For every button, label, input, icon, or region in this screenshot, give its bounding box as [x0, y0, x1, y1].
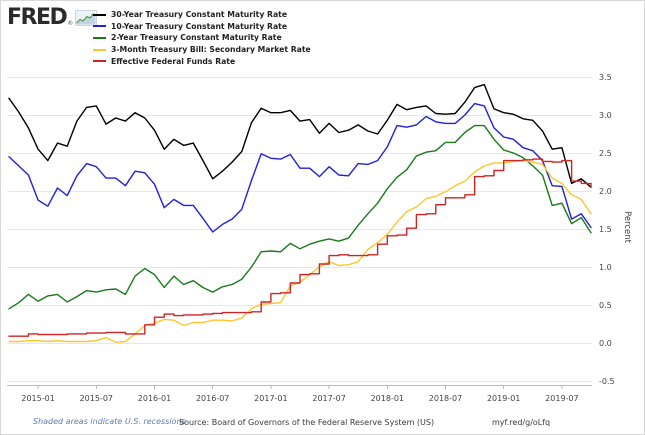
- legend-item-3-month: 3-Month Treasury Bill: Secondary Market …: [93, 44, 311, 56]
- x-tick-label: 2015-01: [21, 394, 54, 403]
- series-line-4: [8, 159, 592, 343]
- legend-swatch-effr: [93, 60, 106, 63]
- y-tick-label: 0.5: [599, 301, 612, 310]
- y-tick-label: 1.0: [599, 263, 612, 272]
- x-tick-label: 2017-07: [312, 394, 345, 403]
- y-tick-label: 3.0: [599, 111, 612, 120]
- fred-logo-text: FRED: [7, 5, 68, 30]
- y-tick-label: 1.5: [599, 225, 612, 234]
- registered-trademark-symbol: ®: [67, 20, 74, 27]
- legend-item-2-year: 2-Year Treasury Constant Maturity Rate: [93, 32, 311, 44]
- legend-swatch-30-year: [93, 13, 106, 16]
- x-tick-label: 2016-01: [138, 394, 171, 403]
- recession-shading-note-link[interactable]: Shaded areas indicate U.S. recessions: [33, 417, 186, 426]
- y-tick-label: 0.0: [599, 339, 612, 348]
- fred-logo: FRED ®: [7, 5, 98, 30]
- series-line-1: [8, 83, 592, 188]
- short-url: myf.red/g/oLfq: [492, 418, 551, 427]
- legend-swatch-3-month: [93, 48, 106, 51]
- legend-swatch-10-year: [93, 25, 106, 28]
- x-tick-label: 2018-07: [429, 394, 462, 403]
- legend-label-10-year: 10-Year Treasury Constant Maturity Rate: [111, 21, 288, 31]
- fred-logo-sparkline-icon: [75, 10, 98, 26]
- legend-item-10-year: 10-Year Treasury Constant Maturity Rate: [93, 21, 311, 33]
- x-tick-label: 2018-01: [371, 394, 404, 403]
- x-tick-label: 2019-01: [487, 394, 520, 403]
- y-tick-label: 2.0: [599, 187, 612, 196]
- legend-label-3-month: 3-Month Treasury Bill: Secondary Market …: [111, 45, 311, 55]
- legend-swatch-2-year: [93, 36, 106, 39]
- legend-label-2-year: 2-Year Treasury Constant Maturity Rate: [111, 33, 282, 43]
- series-line-5: [8, 158, 592, 337]
- y-tick-label: -0.5: [599, 377, 615, 386]
- x-tick-label: 2016-07: [196, 394, 229, 403]
- legend-item-30-year: 30-Year Treasury Constant Maturity Rate: [93, 9, 311, 21]
- chart-legend: 30-Year Treasury Constant Maturity Rate …: [93, 9, 311, 67]
- y-tick-label: 2.5: [599, 149, 612, 158]
- series-line-2: [8, 102, 592, 233]
- legend-label-effr: Effective Federal Funds Rate: [111, 56, 236, 66]
- x-tick-label: 2017-01: [254, 394, 287, 403]
- x-tick-label: 2015-07: [80, 394, 113, 403]
- y-axis-title: Percent: [622, 211, 632, 244]
- series-line-3: [8, 124, 592, 310]
- legend-label-30-year: 30-Year Treasury Constant Maturity Rate: [111, 10, 288, 20]
- x-tick-label: 2019-07: [545, 394, 578, 403]
- source-attribution: Source: Board of Governors of the Federa…: [179, 418, 435, 427]
- legend-item-effr: Effective Federal Funds Rate: [93, 55, 311, 67]
- y-tick-label: 3.5: [599, 73, 612, 82]
